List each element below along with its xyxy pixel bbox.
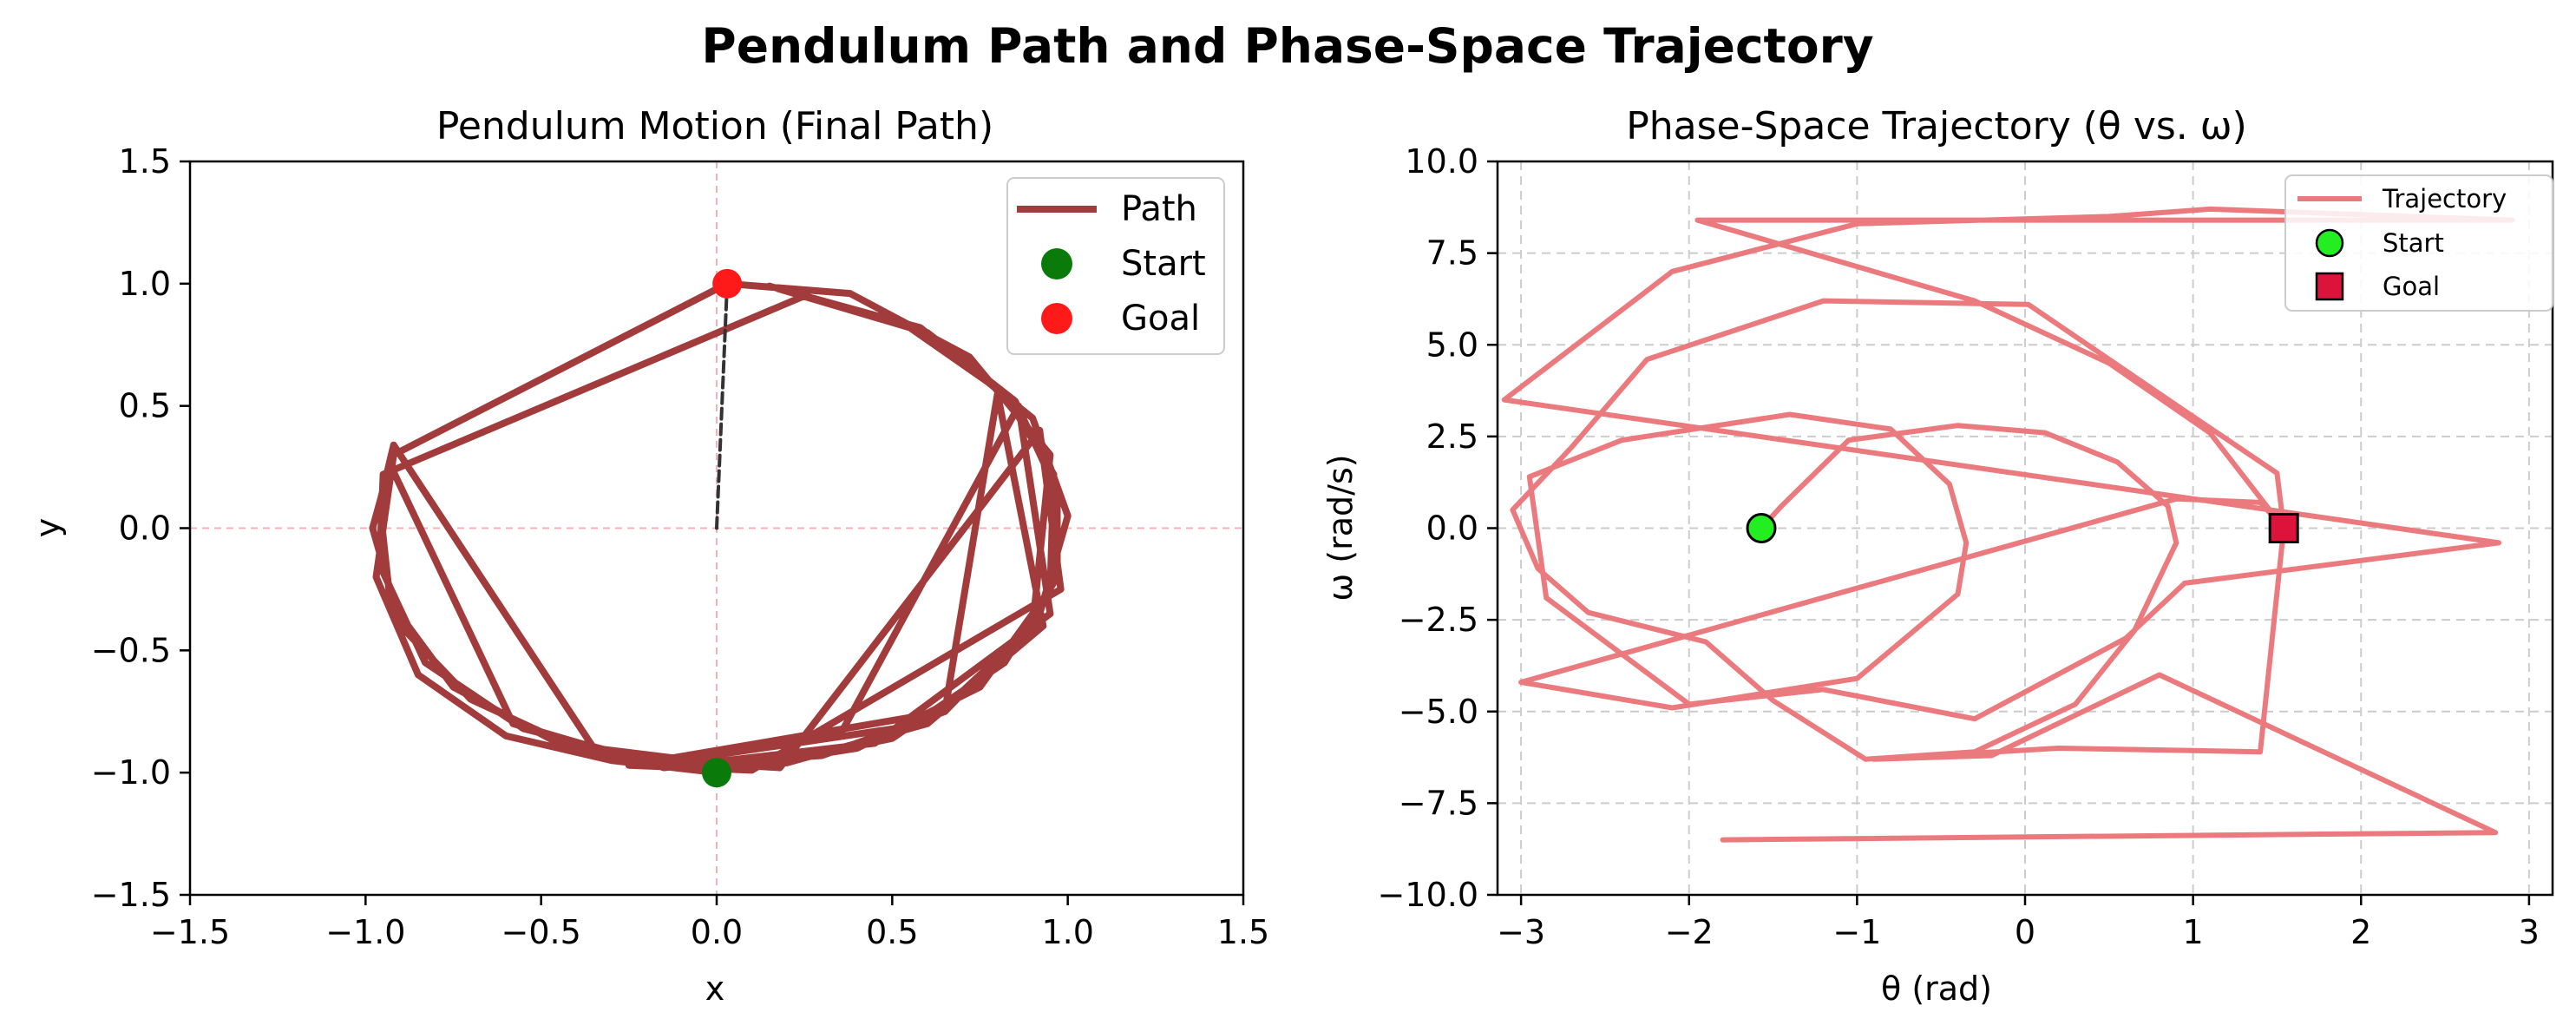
phase-legend: Trajectory Start Goal bbox=[2284, 174, 2553, 312]
pendulum-ytick-label: 1.5 bbox=[119, 142, 171, 181]
phase-ytick-label: 5.0 bbox=[1426, 325, 1478, 364]
pendulum-xtick-label: 0.5 bbox=[866, 913, 918, 951]
legend-phase-goal-label: Goal bbox=[2383, 272, 2440, 301]
phase-plot-area bbox=[1496, 160, 2554, 897]
phase-panel: Phase-Space Trajectory (θ vs. ω) −3 −2 −1 0… bbox=[1321, 104, 2554, 1008]
legend-goal-swatch bbox=[1041, 303, 1072, 334]
pendulum-ytick-label: −1.5 bbox=[91, 876, 171, 914]
pendulum-start-marker bbox=[702, 758, 731, 788]
pendulum-xlabel: x bbox=[705, 970, 725, 1008]
phase-xtick-label: −2 bbox=[1665, 913, 1714, 951]
phase-ytick-label: −10.0 bbox=[1378, 876, 1478, 914]
pendulum-ylabel: y bbox=[29, 518, 67, 538]
pendulum-ytick-label: −0.5 bbox=[91, 631, 171, 669]
phase-xlabel: θ (rad) bbox=[1881, 970, 1992, 1008]
phase-xtick-label: 2 bbox=[2350, 913, 2371, 951]
pendulum-xtick-label: 0.0 bbox=[691, 913, 743, 951]
legend-phase-start-label: Start bbox=[2383, 228, 2444, 258]
legend-trajectory-label: Trajectory bbox=[2382, 184, 2507, 214]
phase-ytick-label: 7.5 bbox=[1426, 234, 1478, 273]
pendulum-series-line bbox=[369, 279, 1072, 777]
pendulum-ytick-label: 0.5 bbox=[119, 387, 171, 425]
phase-xtick-label: 0 bbox=[2015, 913, 2035, 951]
phase-xtick-label: −3 bbox=[1497, 913, 1545, 951]
figure-suptitle: Pendulum Path and Phase-Space Trajectory bbox=[701, 18, 1873, 74]
legend-phase-goal-swatch bbox=[2315, 272, 2344, 301]
phase-ytick-label: 2.5 bbox=[1426, 417, 1478, 456]
phase-goal-marker bbox=[2268, 513, 2299, 543]
legend-start-label: Start bbox=[1121, 244, 1206, 284]
phase-trajectory-line bbox=[1501, 206, 2515, 843]
pendulum-ytick-label: −1.0 bbox=[91, 753, 171, 792]
phase-series-group bbox=[1501, 206, 2515, 843]
legend-goal-label: Goal bbox=[1121, 299, 1200, 339]
pendulum-xtick-label: −1.0 bbox=[325, 913, 405, 951]
phase-ytick-label: 0.0 bbox=[1426, 509, 1478, 548]
pendulum-ytick-label: 0.0 bbox=[119, 509, 171, 548]
pendulum-panel: Pendulum Motion (Final Path) −1.5 −1.0 −0.… bbox=[29, 104, 1269, 1008]
pendulum-rod-line bbox=[715, 281, 730, 530]
pendulum-xtick-label: −1.5 bbox=[150, 913, 230, 951]
phase-start-marker bbox=[1746, 513, 1777, 543]
pendulum-series-group bbox=[369, 279, 1072, 777]
phase-title: Phase-Space Trajectory (θ vs. ω) bbox=[1626, 104, 2247, 148]
phase-xtick-label: 3 bbox=[2519, 913, 2540, 951]
pendulum-xtick-label: 1.0 bbox=[1041, 913, 1093, 951]
legend-path-label: Path bbox=[1121, 189, 1197, 229]
pendulum-ticks: −1.5 −1.0 −0.5 0.0 0.5 1.0 1.5 −1.5 −1.0 −0.5 0.0 0… bbox=[91, 142, 1270, 951]
pendulum-goal-marker bbox=[712, 268, 743, 299]
phase-ytick-label: −2.5 bbox=[1399, 601, 1478, 639]
pendulum-xtick-label: −0.5 bbox=[501, 913, 581, 951]
pendulum-xtick-label: 1.5 bbox=[1217, 913, 1269, 951]
phase-ytick-label: 10.0 bbox=[1405, 142, 1478, 181]
phase-ylabel: ω (rad/s) bbox=[1321, 454, 1360, 601]
phase-xtick-label: −1 bbox=[1832, 913, 1881, 951]
phase-ytick-label: −5.0 bbox=[1399, 693, 1478, 731]
phase-ticks: −3 −2 −1 0 1 2 3 −10.0 −7.5 −5.0 −2.5 0.0 2.5 5.0 7.5 1… bbox=[1378, 142, 2540, 951]
legend-start-swatch bbox=[1041, 248, 1072, 279]
phase-xtick-label: 1 bbox=[2183, 913, 2204, 951]
legend-phase-start-swatch bbox=[2315, 228, 2344, 258]
pendulum-title: Pendulum Motion (Final Path) bbox=[436, 104, 993, 148]
phase-ytick-label: −7.5 bbox=[1399, 784, 1478, 822]
pendulum-legend: Path Start Goal bbox=[1006, 177, 1225, 355]
pendulum-ytick-label: 1.0 bbox=[119, 265, 171, 303]
